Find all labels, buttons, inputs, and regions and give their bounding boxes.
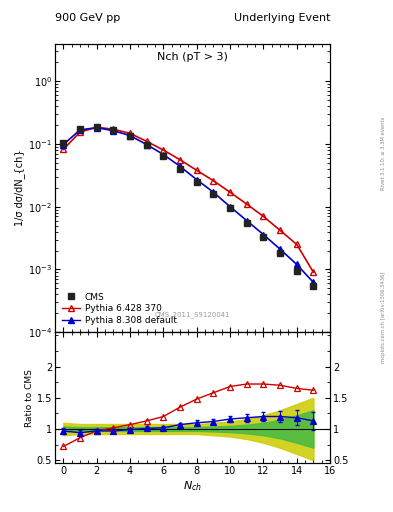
X-axis label: $N_{ch}$: $N_{ch}$ (183, 479, 202, 493)
Y-axis label: Ratio to CMS: Ratio to CMS (25, 369, 34, 426)
Text: Nch (pT > 3): Nch (pT > 3) (157, 52, 228, 62)
Text: CMS_2011_S9120041: CMS_2011_S9120041 (155, 311, 230, 318)
Text: Underlying Event: Underlying Event (233, 13, 330, 23)
Text: Rivet 3.1.10; ≥ 3.3M events: Rivet 3.1.10; ≥ 3.3M events (381, 117, 386, 190)
Text: mcplots.cern.ch [arXiv:1306.3436]: mcplots.cern.ch [arXiv:1306.3436] (381, 272, 386, 363)
Text: 900 GeV pp: 900 GeV pp (55, 13, 120, 23)
Y-axis label: 1/σ dσ/dN_{ch}: 1/σ dσ/dN_{ch} (15, 150, 25, 226)
Legend: CMS, Pythia 6.428 370, Pythia 8.308 default: CMS, Pythia 6.428 370, Pythia 8.308 defa… (59, 290, 180, 328)
